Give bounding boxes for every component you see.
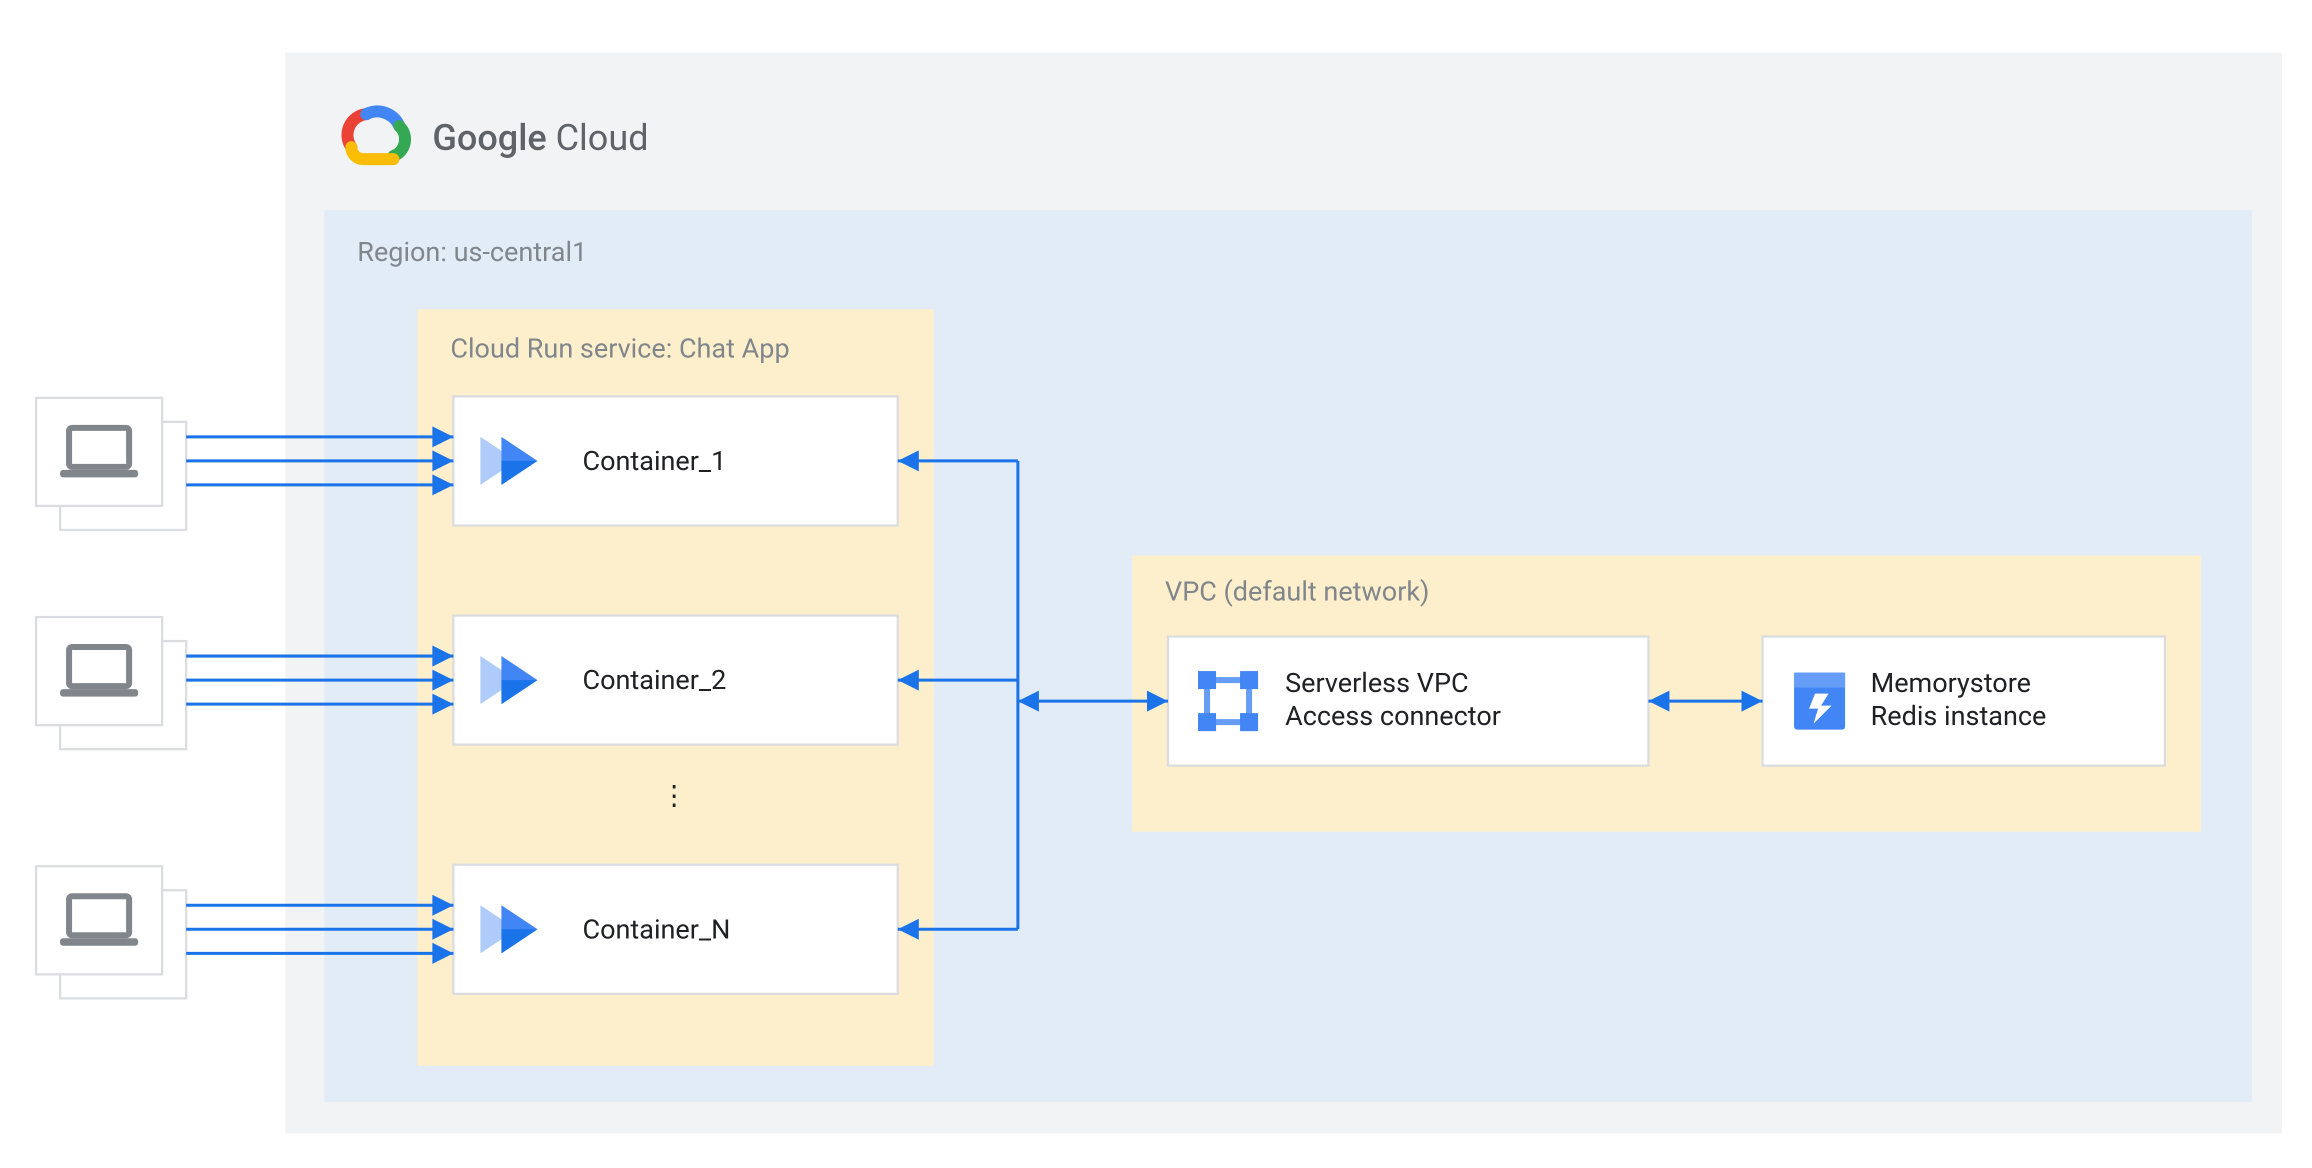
container-label: Container_1 xyxy=(583,445,727,477)
container-label: Container_2 xyxy=(583,664,727,696)
container-label: Container_N xyxy=(583,913,731,945)
client-card xyxy=(36,617,162,725)
vpc-connector-label-2: Access connector xyxy=(1285,700,1501,732)
redis-label-1: Memorystore xyxy=(1871,667,2031,699)
region-label: Region: us-central1 xyxy=(357,236,587,268)
ellipsis: ⋮ xyxy=(661,780,691,812)
redis-label-2: Redis instance xyxy=(1871,700,2047,732)
client-card xyxy=(36,398,162,506)
client-card xyxy=(36,866,162,974)
vpc-connector-label-1: Serverless VPC xyxy=(1285,667,1468,699)
cloud-title: Google Cloud xyxy=(432,117,648,159)
vpc-label: VPC (default network) xyxy=(1165,576,1429,608)
service-label: Cloud Run service: Chat App xyxy=(450,332,789,364)
